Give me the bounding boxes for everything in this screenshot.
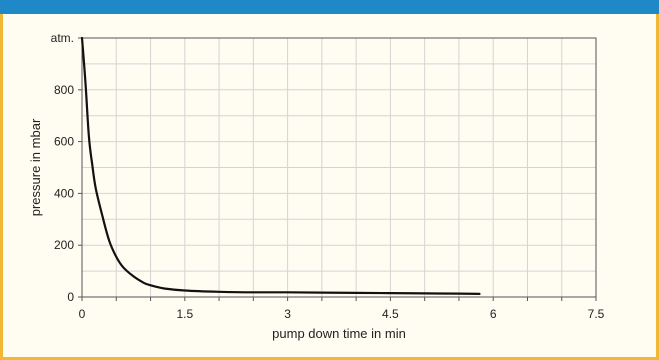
y-tick-label: 600 <box>54 135 74 149</box>
y-tick-label: 400 <box>54 186 74 200</box>
grid <box>82 38 596 297</box>
x-tick-label: 3 <box>284 307 291 321</box>
y-axis-label: pressure in mbar <box>28 118 43 216</box>
x-tick-label: 4.5 <box>382 307 399 321</box>
ticks: 0 200 400 600 800 atm. 0 1.5 3 4.5 6 7.5 <box>51 31 605 321</box>
pressure-curve <box>80 36 481 295</box>
header-bar <box>0 0 659 14</box>
y-tick-label: 0 <box>67 290 74 304</box>
y-tick-label: 200 <box>54 238 74 252</box>
x-tick-label: 0 <box>79 307 86 321</box>
x-tick-label: 7.5 <box>588 307 605 321</box>
x-tick-label: 1.5 <box>176 307 193 321</box>
y-tick-label: 800 <box>54 83 74 97</box>
plot-area <box>81 37 597 298</box>
y-tick-label: atm. <box>51 31 74 45</box>
x-axis-label: pump down time in min <box>272 326 406 341</box>
x-tick-label: 6 <box>490 307 497 321</box>
